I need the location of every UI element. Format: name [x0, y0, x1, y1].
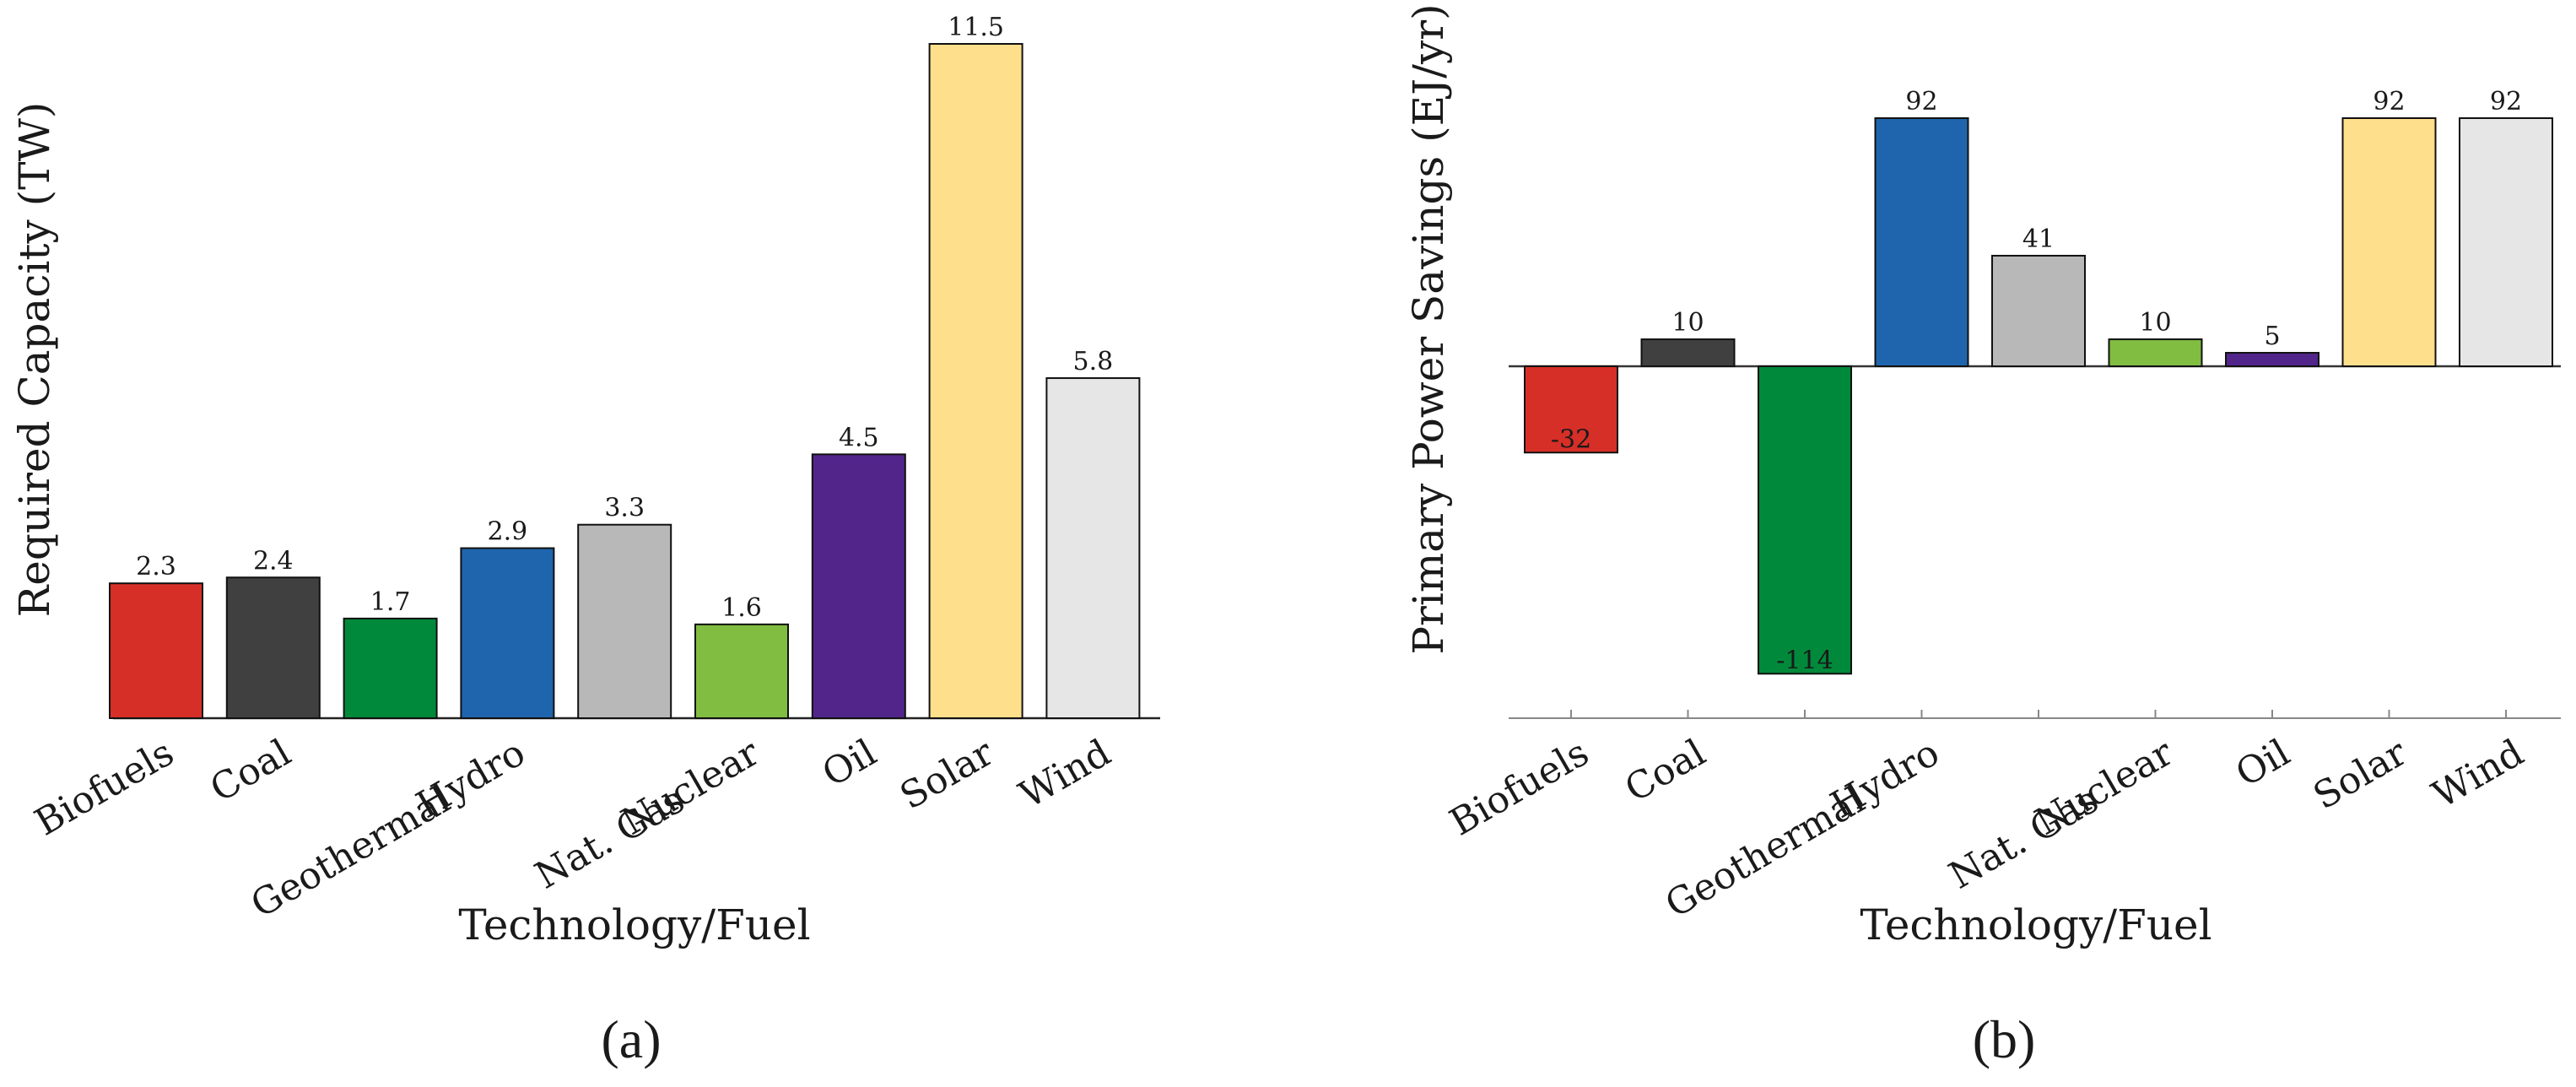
panel-b-value-label: 41: [2022, 224, 2055, 254]
panel-a-value-label: 1.7: [370, 587, 411, 617]
panel-a-xlabel: Technology/Fuel: [458, 900, 810, 949]
panel-b-bar-biofuels: [1524, 365, 1618, 454]
panel-b-ylabel: Primary Power Savings (EJ/yr): [1404, 3, 1453, 654]
panel-a-value-label: 3.3: [604, 494, 645, 523]
panel-a-value-label: 1.6: [721, 593, 762, 623]
panel-a-value-label: 4.5: [839, 423, 879, 452]
panel-a-category-label: Hydro: [409, 731, 532, 827]
panel-b-bar-hydro: [1874, 117, 1969, 367]
panel-a-bar-oil: [811, 453, 906, 719]
panel-b-value-label: 92: [2373, 87, 2405, 116]
panel-b-xlabel: Technology/Fuel: [1860, 900, 2211, 949]
panel-a-ylabel: Required Capacity (TW): [10, 102, 59, 618]
panel-a-value-label: 2.9: [488, 517, 528, 547]
panel-b-category-label: Nuclear: [2028, 731, 2181, 844]
panel-b-bar-nuclear: [2108, 338, 2203, 368]
panel-a-value-label: 2.4: [253, 546, 294, 576]
panel-b-value-label: 10: [1671, 308, 1704, 338]
panel-b-category-label: Solar: [2306, 731, 2415, 819]
panel-a-chart: Required Capacity (TW) Technology/Fuel (…: [10, 13, 1160, 1069]
panel-b-category-label: Hydro: [1823, 731, 1947, 827]
panel-a-bar-coal: [225, 576, 321, 720]
panel-a-category-label: Biofuels: [28, 731, 181, 844]
panel-a-value-label: 2.3: [136, 552, 176, 581]
panel-b-value-label: 10: [2139, 308, 2171, 338]
panel-b-bar-oil: [2225, 352, 2319, 367]
panel-b-value-label: -32: [1551, 425, 1591, 454]
panel-a-bar-geothermal: [343, 617, 438, 720]
panel-b-label: (b): [1973, 1009, 2036, 1069]
panel-a-category-label: Solar: [893, 731, 1002, 819]
panel-a-category-label: Nuclear: [614, 731, 767, 844]
panel-b-value-label: 92: [2490, 87, 2522, 116]
panel-a-bar-biofuels: [109, 582, 203, 720]
panel-a-category-label: Oil: [815, 731, 883, 795]
panel-a-bar-wind: [1045, 377, 1141, 719]
panel-b-bar-wind: [2459, 117, 2553, 367]
panel-b-bar-nat-gas: [1991, 254, 2086, 368]
panel-a-bar-nuclear: [694, 623, 789, 719]
panel-a-value-label: 11.5: [948, 13, 1004, 42]
panel-a-bar-solar: [928, 43, 1023, 719]
panel-a-category-label: Coal: [203, 731, 299, 810]
panel-a-value-label: 5.8: [1073, 347, 1114, 376]
panel-a-bar-hydro: [460, 547, 555, 720]
panel-b-category-label: Biofuels: [1443, 731, 1596, 844]
panel-b-category-label: Coal: [1617, 731, 1713, 810]
panel-b-chart: Primary Power Savings (EJ/yr) Technology…: [1404, 3, 2561, 1069]
panel-b-category-label: Oil: [2228, 731, 2297, 795]
panel-a-category-label: Wind: [1013, 731, 1118, 817]
panel-b-value-label: 92: [1905, 87, 1937, 116]
panel-b-value-label: -114: [1776, 646, 1833, 675]
panel-a-label: (a): [601, 1009, 661, 1069]
panel-b-category-label: Wind: [2425, 731, 2530, 817]
panel-b-bar-geothermal: [1758, 365, 1852, 675]
panel-a-bar-nat-gas: [577, 523, 672, 719]
panel-b-bar-solar: [2341, 117, 2437, 367]
panel-b-bar-coal: [1640, 338, 1736, 368]
panel-b-value-label: 5: [2264, 322, 2280, 351]
